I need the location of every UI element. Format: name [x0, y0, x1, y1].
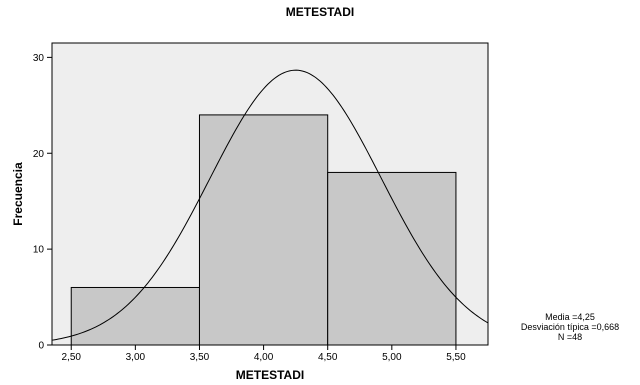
x-tick-label: 3,50	[190, 352, 210, 363]
y-tick-label: 10	[33, 245, 45, 256]
y-tick-label: 20	[33, 149, 45, 160]
histogram-bar-1	[70, 286, 200, 346]
x-tick-label: 4,50	[318, 352, 338, 363]
histogram-bar-2	[198, 114, 329, 346]
x-tick-label: 5,00	[382, 352, 402, 363]
x-axis-title: METESTADI	[236, 368, 304, 382]
x-tick-label: 4,00	[254, 352, 274, 363]
y-tick-label: 0	[38, 341, 44, 352]
normal-curve	[51, 69, 489, 341]
x-axis: 2,50 3,00 3,50 4,00 4,50 5,00 5,50	[62, 345, 466, 363]
x-tick-label: 5,50	[446, 352, 466, 363]
y-axis: 0 10 20 30	[33, 53, 52, 352]
y-axis-title: Frecuencia	[11, 162, 25, 226]
bars-group	[70, 114, 457, 346]
stats-n: N =48	[557, 332, 583, 342]
chart-title: METESTADI	[286, 5, 354, 19]
x-tick-label: 3,00	[126, 352, 146, 363]
stats-box: Media =4,25 Desviación típica =0,668 N =…	[500, 312, 640, 342]
histogram-bar-3	[327, 171, 457, 346]
y-tick-label: 30	[33, 53, 45, 64]
stats-sd: Desviación típica =0,668	[520, 322, 620, 332]
x-tick-label: 2,50	[62, 352, 82, 363]
stats-mean: Media =4,25	[545, 312, 595, 322]
